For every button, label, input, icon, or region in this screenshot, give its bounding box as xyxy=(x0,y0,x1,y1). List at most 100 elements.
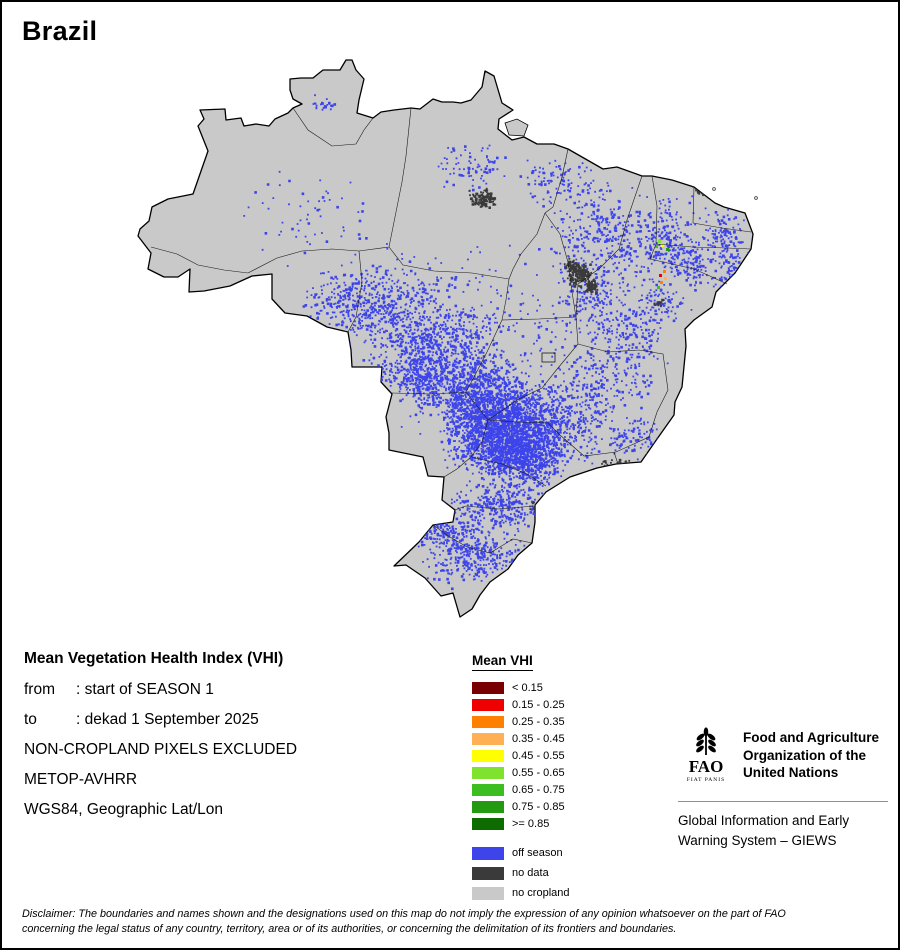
legend-row: >= 0.85 xyxy=(472,815,570,832)
giews-line: Global Information and Early xyxy=(678,813,850,828)
fao-org-line: Food and Agriculture xyxy=(743,730,879,745)
legend-swatch xyxy=(472,846,504,860)
legend-label: no data xyxy=(512,867,549,879)
state-border-line xyxy=(508,212,546,280)
state-border-line xyxy=(465,319,503,393)
vhi-class-pixel xyxy=(663,270,666,273)
brazil-map xyxy=(137,59,758,618)
state-border-line xyxy=(347,250,363,333)
legend-swatch xyxy=(472,698,504,711)
legend-row: 0.45 - 0.55 xyxy=(472,747,570,764)
meta-value: : dekad 1 September 2025 xyxy=(76,711,259,728)
state-border-line xyxy=(648,389,669,438)
island-dot xyxy=(754,196,758,200)
state-border-line xyxy=(655,243,752,250)
legend-label: 0.35 - 0.45 xyxy=(512,732,565,745)
state-border-line xyxy=(692,222,752,233)
map-meta-line: WGS84, Geographic Lat/Lon xyxy=(24,801,297,819)
island-dot xyxy=(712,187,716,191)
map-meta-line: from: start of SEASON 1 xyxy=(24,681,297,699)
state-border-line xyxy=(391,391,467,395)
legend-label: 0.65 - 0.75 xyxy=(512,783,565,796)
state-border-line xyxy=(651,175,658,245)
state-border-line xyxy=(692,186,695,224)
vhi-legend: Mean VHI < 0.15 0.15 - 0.25 0.25 - 0.35 0.3… xyxy=(472,652,570,903)
legend-swatch xyxy=(472,681,504,694)
legend-label: off season xyxy=(512,847,563,859)
state-border-line xyxy=(487,419,650,457)
legend-class-list: < 0.15 0.15 - 0.25 0.25 - 0.35 0.35 - 0.45 0… xyxy=(472,679,570,832)
state-border-line xyxy=(470,456,547,487)
state-border-line xyxy=(501,316,577,321)
state-border-line xyxy=(575,175,643,318)
vhi-class-pixel xyxy=(664,277,667,280)
state-border-line xyxy=(544,212,577,318)
off-season-pixels xyxy=(243,94,751,591)
meta-value: WGS84, Geographic Lat/Lon xyxy=(24,801,224,818)
state-border-line xyxy=(432,524,533,554)
legend-row: 0.15 - 0.25 xyxy=(472,696,570,713)
legend-swatch xyxy=(472,866,504,880)
state-border-line xyxy=(613,451,619,465)
disclaimer-text: Disclaimer: The boundaries and names sho… xyxy=(22,908,786,935)
legend-label: 0.75 - 0.85 xyxy=(512,800,565,813)
legend-row: 0.25 - 0.35 xyxy=(472,713,570,730)
fao-logo: FAO FIAT PANIS xyxy=(687,727,725,783)
legend-label: 0.55 - 0.65 xyxy=(512,766,565,779)
distrito-federal-outline xyxy=(541,352,556,363)
state-border-line xyxy=(388,246,510,280)
legend-row: off season xyxy=(472,843,570,863)
vhi-class-pixel xyxy=(658,240,661,243)
vhi-class-pixel xyxy=(655,245,658,248)
map-meta-lines: from: start of SEASON 1 to: dekad 1 Septe… xyxy=(24,681,297,819)
marajo-island xyxy=(504,118,529,137)
legend-row: no data xyxy=(472,863,570,883)
legend-swatch xyxy=(472,783,504,796)
wheat-ear-icon xyxy=(696,727,716,755)
legend-label: 0.45 - 0.55 xyxy=(512,749,565,762)
legend-label: < 0.15 xyxy=(512,681,543,694)
state-border-line xyxy=(577,343,669,391)
legend-swatch xyxy=(472,817,504,830)
legend-label: 0.25 - 0.35 xyxy=(512,715,565,728)
state-boundaries xyxy=(150,107,752,554)
in-season-pixels xyxy=(655,240,669,289)
map-meta-line: NON-CROPLAND PIXELS EXCLUDED xyxy=(24,741,297,759)
fao-org-name: Food and Agriculture Organization of the… xyxy=(743,726,879,782)
vhi-class-pixel xyxy=(660,281,663,284)
legend-row: 0.75 - 0.85 xyxy=(472,798,570,815)
legend-row: no cropland xyxy=(472,883,570,903)
state-border-line xyxy=(501,278,510,321)
fao-branding-block: FAO FIAT PANIS Food and Agriculture Orga… xyxy=(678,726,888,851)
vhi-class-pixel xyxy=(659,274,662,277)
meta-value: NON-CROPLAND PIXELS EXCLUDED xyxy=(24,741,298,758)
legend-row: 0.65 - 0.75 xyxy=(472,781,570,798)
state-border-line xyxy=(388,107,412,248)
vhi-pixel-layer xyxy=(243,94,751,591)
state-border-line xyxy=(454,505,536,511)
legend-label: >= 0.85 xyxy=(512,817,550,830)
svg-text:FIAT PANIS: FIAT PANIS xyxy=(687,777,725,783)
svg-text:FAO: FAO xyxy=(689,757,724,776)
vhi-heading: Mean Vegetation Health Index (VHI) xyxy=(24,650,284,667)
state-border-line xyxy=(150,246,249,274)
legend-label: no cropland xyxy=(512,887,570,899)
legend-swatch xyxy=(472,749,504,762)
giews-caption: Global Information and Early Warning Sys… xyxy=(678,811,888,851)
map-meta-line: to: dekad 1 September 2025 xyxy=(24,711,297,729)
map-title: Brazil xyxy=(22,16,98,46)
legend-row: < 0.15 xyxy=(472,679,570,696)
fao-org-line: Organization of the xyxy=(743,747,866,763)
state-border-line xyxy=(649,258,728,285)
state-border-line xyxy=(443,391,489,478)
legend-swatch xyxy=(472,732,504,745)
vhi-class-pixel xyxy=(661,244,664,247)
state-border-line xyxy=(544,148,569,214)
legend-swatch xyxy=(472,800,504,813)
legend-title: Mean VHI xyxy=(472,653,533,671)
map-meta-line: METOP-AVHRR xyxy=(24,771,297,789)
fao-org-line: United Nations xyxy=(743,765,839,780)
legend-swatch xyxy=(472,886,504,900)
state-border-line xyxy=(649,243,657,260)
